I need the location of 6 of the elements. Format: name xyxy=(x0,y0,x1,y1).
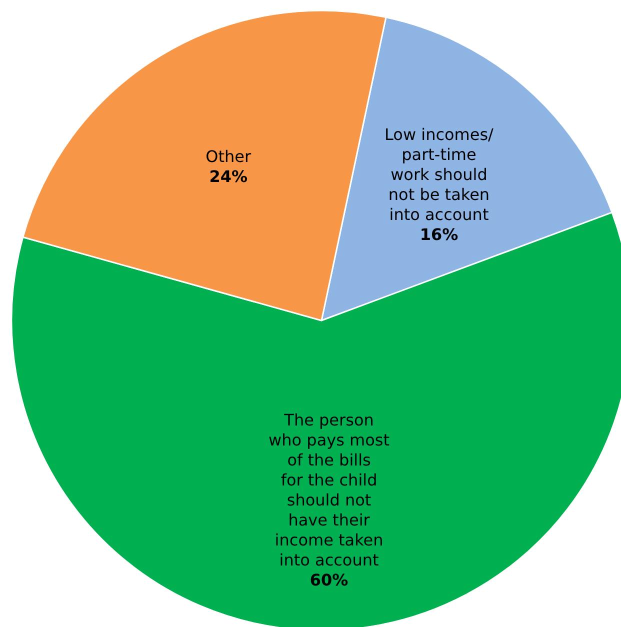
data-label: 60% xyxy=(310,570,348,590)
data-label: 16% xyxy=(420,224,458,244)
slice-label: Low incomes/ part-time work should not be taken into account xyxy=(384,124,494,224)
slice-label: Other xyxy=(206,147,252,166)
data-label: 24% xyxy=(209,167,248,186)
slice-label: The person who pays most of the bills for the child should not have their income taken into account xyxy=(268,410,390,570)
